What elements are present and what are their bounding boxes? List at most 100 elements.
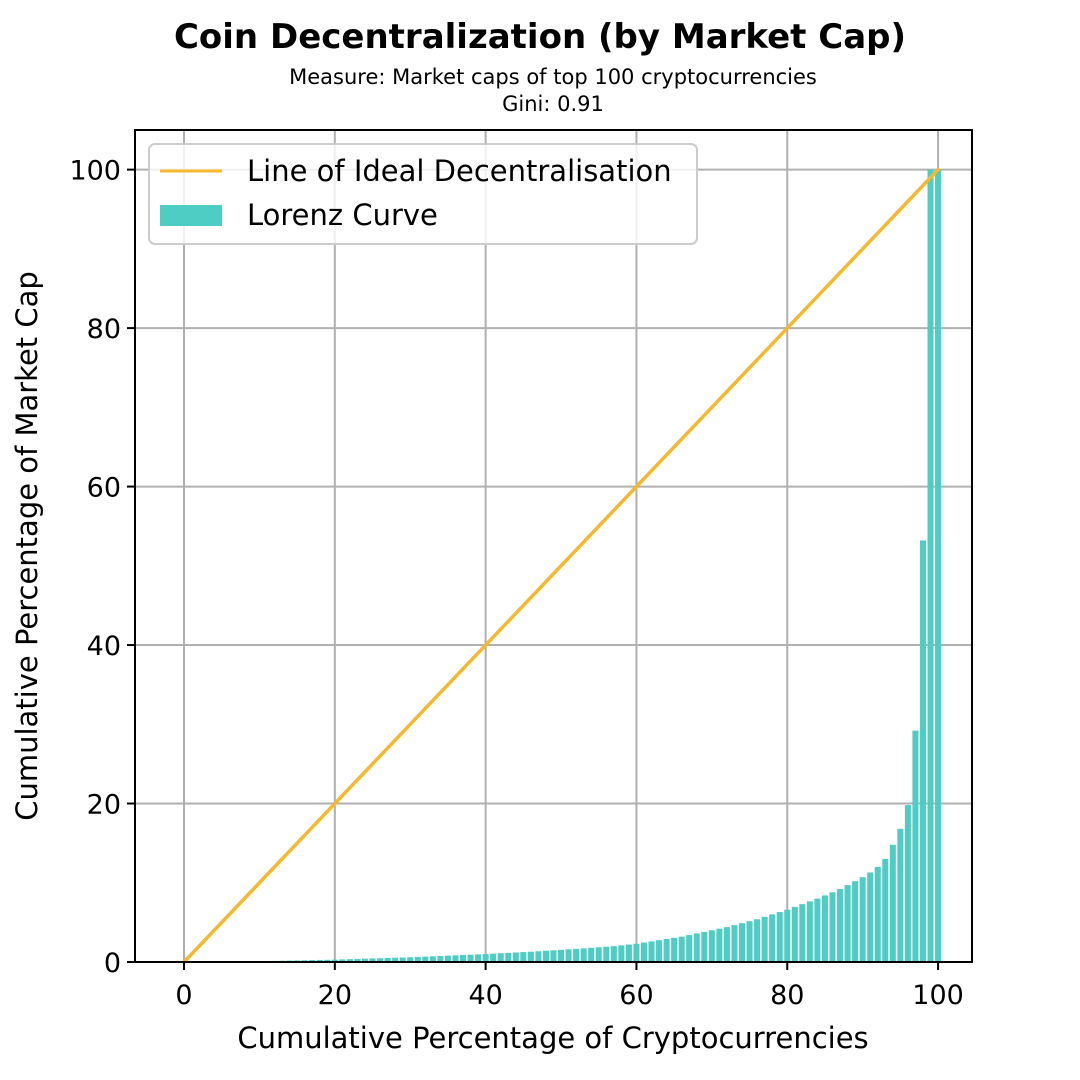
legend-box [148, 143, 698, 245]
lorenz-bar [640, 942, 648, 962]
lorenz-bar [761, 916, 768, 962]
lorenz-bar [399, 957, 406, 962]
lorenz-bar [708, 930, 715, 962]
lorenz-bar [776, 912, 783, 962]
lorenz-bar [904, 805, 911, 962]
lorenz-bar [490, 953, 497, 962]
lorenz-bar [723, 927, 730, 962]
grid [135, 130, 972, 963]
lorenz-bar [377, 958, 384, 962]
lorenz-bar [671, 937, 678, 962]
lorenz-bar [324, 959, 331, 962]
lorenz-bar [927, 169, 934, 963]
x-tick-label: 100 [912, 980, 964, 1011]
lorenz-bar [482, 954, 489, 962]
y-tick-label: 0 [104, 948, 121, 979]
x-tick-label: 40 [468, 980, 502, 1011]
legend: Line of Ideal Decentralisation Lorenz Cu… [148, 143, 698, 245]
lorenz-bar [414, 956, 421, 962]
lorenz-bar [656, 940, 663, 962]
lorenz-bar [754, 919, 761, 962]
x-tick-label: 60 [619, 980, 653, 1011]
lorenz-bar [919, 540, 927, 962]
lorenz-bar [897, 828, 904, 962]
lorenz-bar [542, 950, 549, 962]
lorenz-bar [799, 904, 806, 962]
lorenz-bar [459, 955, 467, 962]
lorenz-bar [573, 948, 580, 962]
y-tick-label: 60 [87, 473, 121, 504]
x-tick-label: 0 [175, 980, 192, 1011]
lorenz-bar [497, 953, 504, 962]
y-ticks: 0 20 40 60 80 100 [69, 156, 135, 979]
ideal-decentralisation-line [182, 167, 940, 964]
lorenz-bar [467, 954, 474, 962]
lorenz-bar [686, 935, 693, 962]
y-tick-label: 80 [87, 314, 121, 345]
lorenz-bar [844, 885, 851, 962]
lorenz-bar [588, 947, 595, 962]
chart-title: Coin Decentralization (by Market Cap) [174, 17, 906, 57]
lorenz-bar [565, 949, 572, 962]
lorenz-bar [339, 959, 346, 962]
lorenz-bar [829, 892, 836, 962]
lorenz-bar [663, 939, 670, 962]
lorenz-bar [610, 946, 617, 962]
lorenz-bar [527, 951, 534, 962]
lorenz-bar [791, 906, 798, 962]
lorenz-bar [444, 955, 451, 962]
lorenz-bar [475, 954, 482, 962]
lorenz-bar [821, 895, 828, 962]
lorenz-bar [595, 947, 602, 962]
lorenz-bar [520, 952, 527, 962]
lorenz-bar [331, 959, 338, 962]
legend-label-ideal-line: Line of Ideal Decentralisation [247, 154, 672, 188]
y-tick-label: 20 [87, 790, 121, 821]
lorenz-bars [188, 169, 942, 963]
lorenz-bar [731, 925, 738, 962]
lorenz-bar [558, 949, 565, 962]
lorenz-bar [316, 959, 323, 962]
legend-bar-swatch [160, 205, 222, 226]
lorenz-bar [889, 844, 896, 962]
lorenz-bar [618, 945, 625, 962]
lorenz-bar [648, 941, 655, 962]
lorenz-bar [859, 877, 866, 962]
lorenz-bar [912, 730, 919, 962]
ideal-line-group [182, 167, 940, 964]
lorenz-bar [625, 944, 632, 962]
x-tick-label: 80 [770, 980, 804, 1011]
lorenz-bar [867, 872, 874, 962]
lorenz-bar [738, 923, 746, 962]
lorenz-bar [784, 909, 791, 962]
lorenz-bar [806, 901, 813, 962]
lorenz-bar [874, 866, 881, 962]
lorenz-bar [701, 931, 708, 962]
lorenz-bar [935, 169, 942, 963]
lorenz-bar [678, 936, 685, 962]
lorenz-bar [452, 955, 459, 962]
lorenz-bar [746, 921, 753, 962]
y-tick-label: 100 [69, 156, 121, 187]
lorenz-bar [716, 928, 723, 962]
lorenz-bar [535, 951, 542, 962]
lorenz-bar [384, 957, 391, 962]
y-axis-label: Cumulative Percentage of Market Cap [10, 271, 44, 821]
lorenz-bar [407, 957, 414, 962]
lorenz-bar [512, 952, 519, 962]
lorenz-bar [693, 933, 700, 962]
lorenz-bar [550, 950, 557, 962]
x-tick-label: 20 [318, 980, 352, 1011]
x-ticks: 0 20 40 60 80 100 [175, 962, 964, 1011]
plot-frame [134, 129, 973, 963]
lorenz-bar [429, 956, 436, 962]
lorenz-bar [852, 881, 859, 962]
lorenz-bar [422, 956, 429, 962]
legend-label-lorenz: Lorenz Curve [247, 198, 438, 232]
lorenz-bar [580, 948, 587, 962]
lorenz-bar [633, 943, 640, 962]
lorenz-bar [505, 952, 512, 962]
lorenz-bar [814, 898, 821, 962]
chart-subtitle-measure: Measure: Market caps of top 100 cryptocu… [289, 65, 817, 89]
lorenz-bar [346, 959, 353, 962]
